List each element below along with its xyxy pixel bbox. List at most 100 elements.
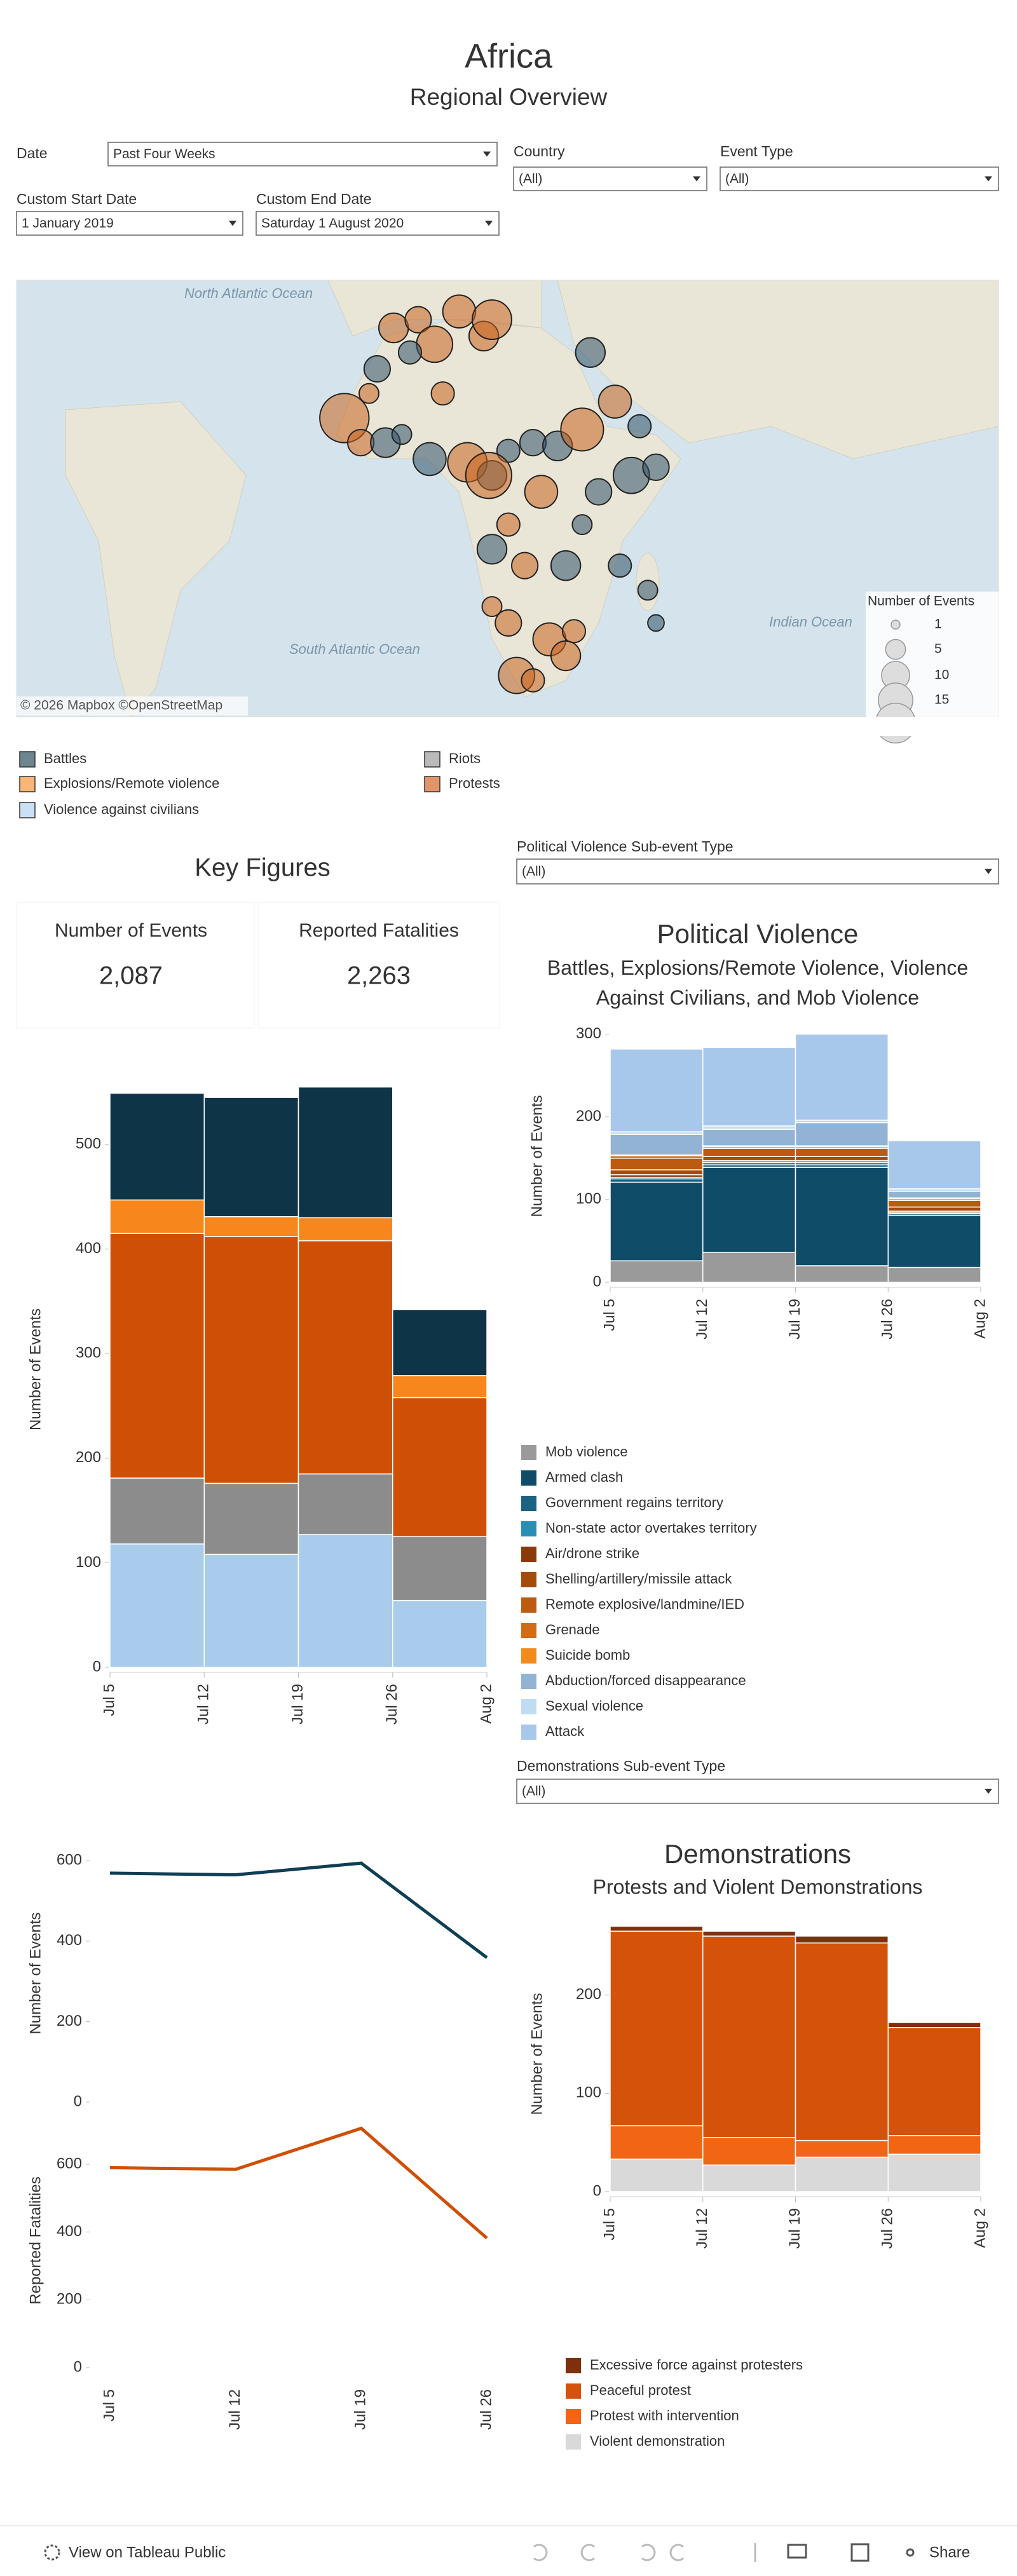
dropdown-box[interactable] [256,211,500,236]
dropdown-value[interactable]: Saturday 1 August 2020 [261,216,404,231]
chart-title: Demonstrations [664,1839,851,1869]
tableau-icon [44,2544,60,2561]
map-marker [465,452,512,499]
size-legend-circle [885,639,906,660]
map-marker [510,552,539,580]
bar-segment [610,1169,704,1176]
y-tick-label: 200 [576,1108,601,1125]
dropdown-box[interactable] [720,166,999,191]
legend-swatch [19,751,36,768]
dropdown[interactable]: 1 January 2019 [16,211,243,236]
map-marker [647,614,665,632]
bar-segment [887,1206,981,1212]
legend-swatch [521,1470,536,1486]
bar-segment [795,2139,889,2158]
dropdown-value[interactable]: (All) [522,1784,545,1799]
footer-link[interactable]: View on Tableau Public [44,2544,226,2561]
dropdown[interactable]: Saturday 1 August 2020 [256,211,500,236]
dropdown-arrow [985,869,992,874]
bar-segment [702,2164,796,2192]
footer-link-text[interactable]: View on Tableau Public [69,2544,226,2561]
x-tick-label: Jul 5 [100,1684,118,1716]
x-tick-label: Jul 26 [879,2208,896,2249]
undo-icon[interactable] [533,2544,548,2561]
dropdown-value[interactable]: (All) [519,172,542,186]
filter-label: Demonstrations Sub-event Type [517,1758,725,1774]
map-marker [524,475,559,509]
share-button[interactable]: Share [929,2544,970,2561]
key-figure-label: Number of Events [55,920,207,941]
key-figure-value: 2,263 [347,962,411,990]
legend-swatch [521,1597,536,1613]
map-marker [608,553,632,578]
dropdown[interactable]: Past Four Weeks [107,142,498,166]
subtitle: Regional Overview [410,84,608,110]
map-marker [416,325,454,363]
map-markers [319,294,670,695]
chart-subtitle: Protests and Violent Demonstrations [593,1875,923,1898]
bar-segment [795,1156,889,1162]
legend-label: Government regains territory [545,1495,723,1510]
legend-swatch [521,1445,536,1460]
title: Africa [465,37,553,75]
device-icon[interactable] [787,2544,807,2559]
map-marker [346,428,375,457]
dropdown[interactable]: (All) [720,166,999,191]
legend-label: Explosions/Remote violence [44,775,219,791]
legend-swatch [424,751,440,768]
filter-label: Political Violence Sub-event Type [517,838,734,855]
fullscreen-icon[interactable] [850,2543,870,2562]
dropdown-box[interactable] [513,166,707,191]
redo-icon[interactable] [580,2544,595,2561]
bar-segment [392,1397,488,1538]
bar-segment [610,2125,704,2160]
size-legend-label: 5 [934,642,942,656]
filter-label: Date [17,145,48,161]
dropdown-box[interactable] [16,211,243,236]
y-tick-label: 100 [576,1190,601,1207]
dropdown[interactable]: (All) [516,858,999,885]
map-marker [561,619,587,644]
map-marker [481,596,503,618]
bar-segment [702,1930,796,1937]
bar-segment [610,1048,704,1132]
map-marker [358,383,379,404]
dropdown[interactable]: (All) [513,166,707,191]
map-marker [495,609,522,637]
bar-segment [392,1375,488,1399]
size-legend-circle [891,620,901,630]
key-figures-title: Key Figures [195,854,330,882]
dropdown-value[interactable]: 1 January 2019 [22,216,114,231]
bar-segment [795,1167,889,1266]
map-marker [430,381,455,406]
legend-label: Abduction/forced disappearance [545,1672,746,1688]
bar-segment [297,1217,393,1242]
dropdown-box[interactable] [516,1779,999,1804]
share-icon[interactable] [906,2548,915,2557]
x-tick-label: Aug 2 [971,1299,988,1339]
bar-segment [610,1260,704,1283]
key-figure-value: 2,087 [99,962,163,990]
y-tick-label: 200 [576,1986,601,2003]
bar-segment [702,1156,796,1162]
bar-segment [610,1181,704,1261]
map-marker [496,512,521,537]
map-marker [571,514,593,536]
legend-swatch [521,1572,536,1587]
revert-icon[interactable] [641,2544,656,2561]
legend-label: Battles [44,750,86,766]
dropdown-value[interactable]: Past Four Weeks [113,147,215,161]
y-tick-label: 500 [76,1135,101,1153]
dropdown-box[interactable] [516,858,999,885]
dropdown-arrow [693,176,700,182]
legend-swatch [521,1648,536,1664]
size-legend-title: Number of Events [868,594,974,609]
dropdown[interactable]: (All) [516,1779,999,1804]
dropdown-box[interactable] [107,142,498,166]
refresh-icon[interactable] [669,2544,684,2561]
bar-segment [887,2135,981,2155]
bar-segment [795,2157,889,2192]
dropdown-value[interactable]: (All) [725,172,749,186]
x-tick-label: Jul 26 [477,2389,495,2430]
dropdown-value[interactable]: (All) [522,864,545,879]
